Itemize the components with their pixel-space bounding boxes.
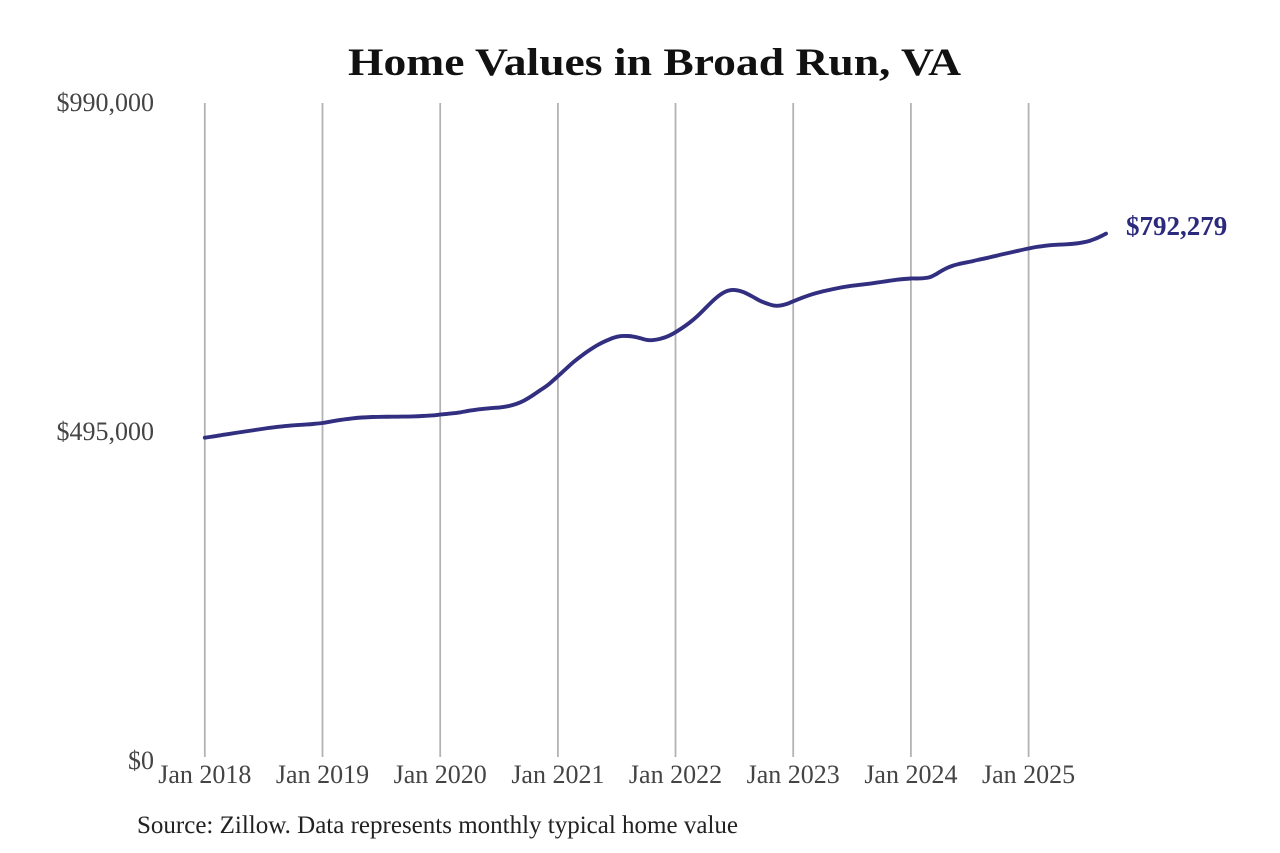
svg-text:Jan 2018: Jan 2018: [158, 760, 251, 789]
svg-text:Jan 2020: Jan 2020: [394, 760, 487, 789]
svg-text:Jan 2019: Jan 2019: [276, 760, 369, 789]
svg-text:Jan 2024: Jan 2024: [864, 760, 957, 789]
svg-text:Jan 2022: Jan 2022: [629, 760, 722, 789]
svg-text:$495,000: $495,000: [57, 417, 155, 446]
svg-text:Jan 2023: Jan 2023: [747, 760, 840, 789]
svg-text:Home Values in Broad Run, VA: Home Values in Broad Run, VA: [348, 41, 961, 84]
svg-text:$792,279: $792,279: [1126, 211, 1227, 241]
svg-text:$0: $0: [128, 746, 154, 775]
svg-text:Jan 2021: Jan 2021: [511, 760, 604, 789]
svg-text:$990,000: $990,000: [57, 88, 155, 117]
svg-text:Source: Zillow. Data represent: Source: Zillow. Data represents monthly …: [137, 812, 738, 839]
svg-text:Jan 2025: Jan 2025: [982, 760, 1075, 789]
